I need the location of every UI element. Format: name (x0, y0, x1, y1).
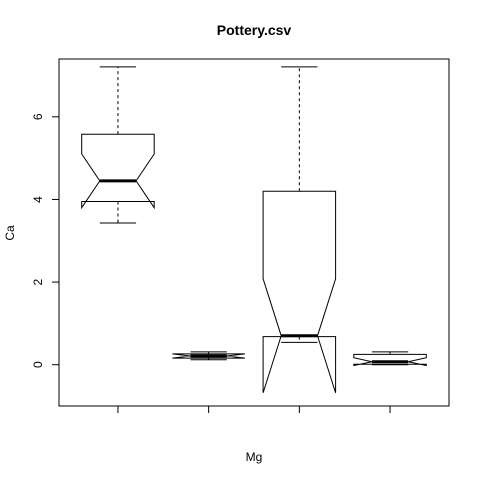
y-axis-label: Ca (3, 225, 17, 241)
y-tick-label: 0 (31, 361, 45, 368)
box-body (353, 353, 427, 367)
y-axis: 0 2 4 6 (31, 113, 60, 368)
x-axis (117, 405, 391, 413)
boxes-group (81, 66, 427, 393)
y-tick-label: 2 (31, 278, 45, 285)
chart-title: Pottery.csv (217, 22, 292, 38)
box-3 (262, 66, 337, 393)
box-1 (81, 66, 155, 224)
y-tick-label: 6 (31, 113, 45, 120)
x-axis-label: Mg (246, 450, 263, 464)
box-2 (172, 351, 245, 361)
box-4 (353, 351, 427, 367)
box-body (172, 353, 245, 359)
y-tick-label: 4 (31, 196, 45, 203)
box-body (81, 133, 155, 210)
box-body (262, 190, 337, 393)
